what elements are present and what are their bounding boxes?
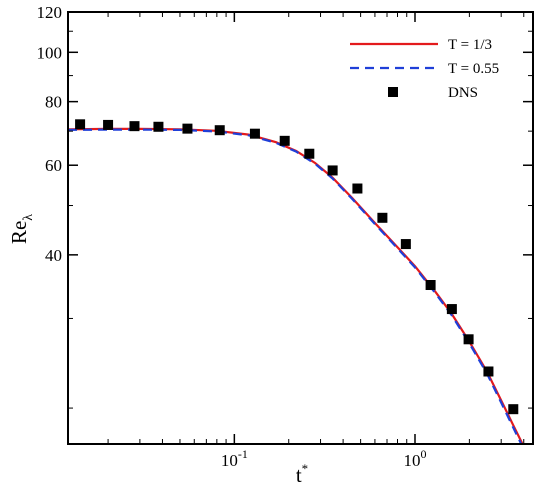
dns-marker [425, 280, 436, 291]
x-axis-title: t* [296, 461, 308, 487]
y-axis-title: Reλ [7, 214, 36, 244]
dns-marker [508, 404, 519, 415]
dns-marker [327, 165, 338, 176]
x-tick-label-base: 10 [403, 451, 420, 470]
marker-layer [75, 119, 519, 415]
x-axis-title-superscript: * [302, 461, 309, 476]
x-tick-label-base: 10 [221, 451, 238, 470]
y-tick-label: 100 [37, 43, 63, 62]
dns-marker [129, 121, 140, 132]
x-tick-label-exponent: 0 [420, 447, 426, 461]
dns-marker [103, 119, 114, 130]
dns-marker [463, 334, 474, 345]
dns-marker [75, 119, 86, 130]
dns-marker [377, 212, 388, 223]
legend-label: DNS [448, 85, 478, 101]
y-tick-label: 120 [37, 3, 63, 22]
legend: T = 1/3 T = 0.55 DNS [350, 37, 499, 101]
dns-marker [249, 128, 260, 139]
dns-marker [279, 135, 290, 146]
y-tick-label: 40 [45, 246, 62, 265]
dns-marker [153, 121, 164, 132]
y-tick-label: 80 [45, 93, 62, 112]
legend-label: T = 0.55 [448, 61, 499, 77]
dns-marker [182, 123, 193, 134]
dns-marker [304, 148, 315, 159]
dns-marker [446, 304, 457, 315]
y-axis-title-subscript: λ [21, 214, 36, 221]
dns-marker [400, 239, 411, 250]
plot-frame [67, 11, 534, 445]
dns-marker [352, 183, 363, 194]
legend-marker-dns [388, 87, 398, 97]
y-axis-title-text: Re [7, 221, 31, 244]
x-tick-label-exponent: -1 [238, 447, 248, 461]
dns-marker [483, 366, 494, 377]
y-tick-label: 60 [45, 156, 62, 175]
dns-marker [214, 125, 225, 136]
legend-label: T = 1/3 [448, 37, 492, 53]
x-tick-label: 100 [403, 447, 426, 470]
x-axis-title-text: t [296, 463, 302, 487]
x-tick-label: 10-1 [221, 447, 248, 470]
